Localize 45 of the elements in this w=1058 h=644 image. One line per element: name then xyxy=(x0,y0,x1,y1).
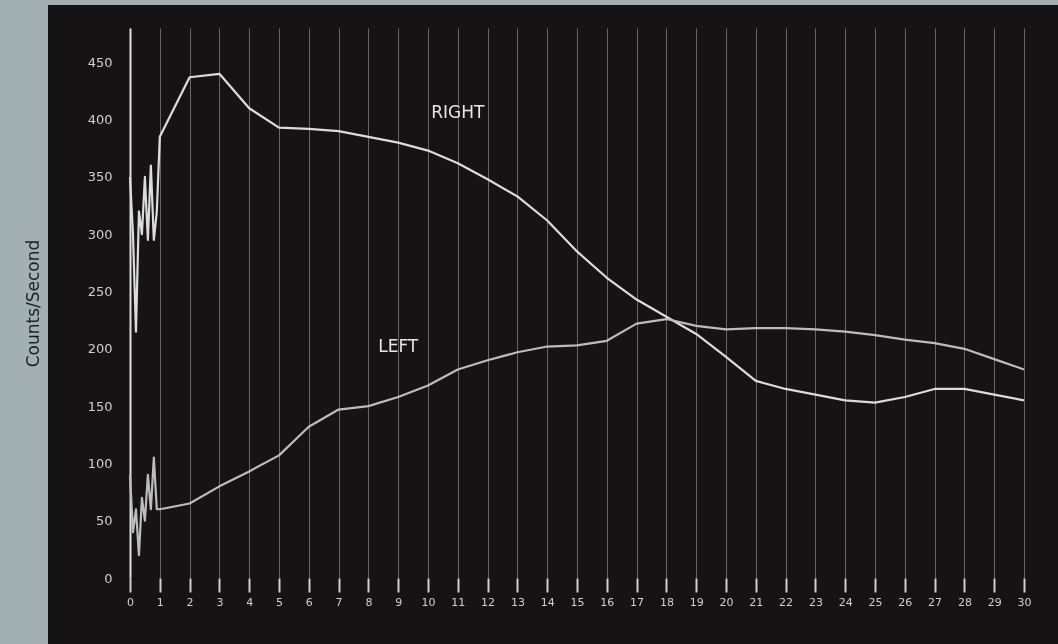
x-tick-label: 17 xyxy=(630,595,645,609)
x-tick-label: 11 xyxy=(451,595,466,609)
x-tick-label: 15 xyxy=(570,595,585,609)
y-tick-label: 150 xyxy=(87,398,113,414)
y-tick-label: 0 xyxy=(104,570,113,586)
x-tick-label: 10 xyxy=(421,595,436,609)
x-tick-label: 29 xyxy=(987,595,1002,609)
x-tick-label: 4 xyxy=(246,595,254,609)
x-tick-label: 1 xyxy=(156,595,164,609)
x-tick-label: 13 xyxy=(510,595,525,609)
y-tick-label: 400 xyxy=(87,112,113,128)
y-tick-label: 450 xyxy=(87,54,113,70)
x-tick-label: 16 xyxy=(600,595,615,609)
series-label: RIGHT xyxy=(431,102,485,123)
y-tick-label: 50 xyxy=(95,513,113,529)
x-tick-label: 5 xyxy=(276,595,283,609)
x-tick-label: 24 xyxy=(838,595,853,609)
y-tick-label: 350 xyxy=(87,169,113,185)
x-tick-label: 3 xyxy=(216,595,224,609)
x-tick-label: 19 xyxy=(689,595,704,609)
y-axis-title: Counts/Second xyxy=(22,239,43,368)
x-tick-label: 2 xyxy=(186,595,194,609)
x-tick-label: 6 xyxy=(305,595,313,609)
x-tick-label: 30 xyxy=(1017,595,1032,609)
x-tick-label: 0 xyxy=(127,595,134,609)
x-tick-label: 12 xyxy=(481,595,496,609)
line-series xyxy=(128,317,1026,557)
x-tick-label: 27 xyxy=(928,595,943,609)
y-tick-label: 200 xyxy=(87,341,113,357)
series-label: LEFT xyxy=(378,335,419,356)
x-tick-label: 22 xyxy=(779,595,794,609)
x-tick-label: 28 xyxy=(957,595,972,609)
x-tick-label: 7 xyxy=(335,595,343,609)
x-tick-label: 14 xyxy=(540,595,555,609)
x-tick-label: 20 xyxy=(719,595,734,609)
y-tick-label: 300 xyxy=(87,226,113,242)
x-tick-label: 26 xyxy=(898,595,913,609)
x-tick-label: 18 xyxy=(659,595,674,609)
x-tick-label: 9 xyxy=(395,595,403,609)
x-tick-label: 21 xyxy=(749,595,764,609)
x-tick-label: 23 xyxy=(808,595,823,609)
x-tick-label: 8 xyxy=(365,595,373,609)
y-tick-label: 250 xyxy=(87,284,113,300)
y-tick-label: 100 xyxy=(87,455,113,471)
x-tick-label: 25 xyxy=(868,595,883,609)
